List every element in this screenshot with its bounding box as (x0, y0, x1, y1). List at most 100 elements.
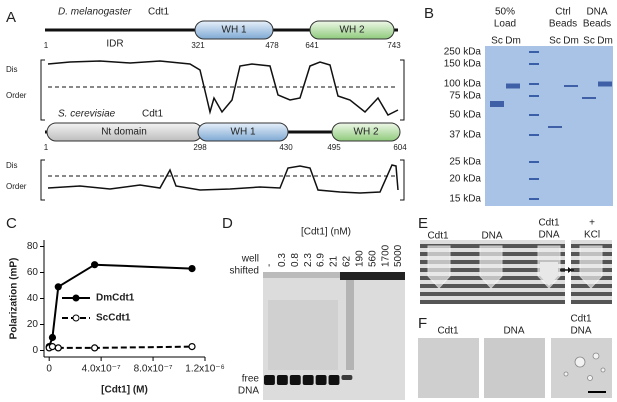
gel-title: [Cdt1] (nM) (301, 227, 351, 238)
series-line (48, 345, 193, 349)
group-label: DNA (586, 7, 607, 18)
panel-label: C (6, 215, 17, 232)
species: D. melanogaster (58, 7, 132, 18)
domain-label: WH 2 (340, 25, 365, 36)
x-tick-label: 0 (46, 364, 52, 375)
marker-label: 50 kDa (449, 110, 481, 121)
lane-label: Dm (563, 36, 579, 47)
lane-label: Dm (597, 36, 613, 47)
lane-label: 2.3 (303, 253, 314, 267)
lane-label: 0.8 (290, 253, 301, 267)
lane-label: 5000 (393, 244, 404, 267)
x-tick-label: 1.2x10⁻⁶ (185, 364, 224, 375)
image-label: DNA (570, 326, 591, 337)
position: 430 (279, 143, 293, 152)
position: 1 (44, 41, 49, 50)
lane-label: 21 (329, 255, 340, 267)
marker-label: 15 kDa (449, 194, 481, 205)
lane-label: - (264, 264, 275, 267)
position: 604 (393, 143, 407, 152)
x-tick-label: 8.0x10⁻⁷ (134, 364, 173, 375)
gel-label: well (241, 254, 259, 265)
marker-label: 20 kDa (449, 174, 481, 185)
tube-label: Cdt1 (427, 231, 449, 242)
lane-label: 190 (354, 250, 365, 267)
legend-label: ScCdt1 (96, 313, 131, 324)
data-point (188, 265, 196, 273)
domain-label: WH 2 (354, 127, 379, 138)
free-dna-band (341, 375, 353, 380)
axis-label: Dis (6, 161, 18, 170)
x-tick-label: 4.0x10⁻⁷ (82, 364, 121, 375)
panel-label: F (418, 315, 427, 332)
gel-label: free (242, 374, 260, 385)
protein-band (582, 97, 596, 99)
legend-marker (72, 314, 80, 322)
position: 641 (305, 41, 319, 50)
ladder-band (529, 178, 539, 180)
protein-band (490, 101, 504, 107)
micrograph (418, 338, 479, 398)
marker-label: 100 kDa (444, 79, 482, 90)
data-point (91, 261, 99, 269)
position: 743 (387, 41, 401, 50)
tube-label: Cdt1 (538, 218, 560, 229)
image-label: DNA (503, 326, 524, 337)
marker-label: 37 kDa (449, 130, 481, 141)
position: 478 (265, 41, 279, 50)
group-label: Ctrl (555, 7, 571, 18)
panel-e: E Cdt1 DNA Cdt1 DNA + KCl (418, 215, 612, 304)
panel-f: F Cdt1 DNA Cdt1 DNA (418, 314, 612, 398)
species: S. cerevisiae (58, 109, 116, 120)
data-point (48, 333, 57, 342)
group-label: Load (494, 19, 516, 30)
ladder-band (529, 95, 539, 97)
legend-label: DmCdt1 (96, 293, 135, 304)
marker-label: 150 kDa (444, 59, 482, 70)
region-label: IDR (106, 39, 123, 50)
axis-label: Order (6, 182, 27, 191)
free-dna-band (276, 375, 288, 385)
panel-label: B (424, 5, 434, 22)
axis-label: Order (6, 91, 27, 100)
domain-label: WH 1 (231, 127, 256, 138)
y-tick-label: 40 (27, 293, 39, 304)
domain-label: WH 1 (222, 25, 247, 36)
marker-label: 75 kDa (449, 91, 481, 102)
ladder-band (529, 114, 539, 116)
lane-label: Dm (505, 36, 521, 47)
position: 298 (193, 143, 207, 152)
free-dna-band (328, 375, 340, 385)
image-label: Cdt1 (437, 326, 459, 337)
ladder-band (529, 83, 539, 85)
marker-label: 250 kDa (444, 47, 482, 58)
panel-label: D (222, 215, 233, 232)
y-tick-label: 20 (27, 319, 39, 330)
lane-label: 6.9 (316, 253, 327, 267)
tube-label: + (589, 218, 595, 229)
ladder-band (529, 198, 539, 200)
protein: Cdt1 (142, 109, 164, 120)
y-axis-label: Polarization (mP) (9, 258, 20, 340)
free-dna-band (315, 375, 327, 385)
series-line (48, 263, 193, 347)
ladder-band (529, 51, 539, 53)
protein-band (564, 85, 578, 87)
lane-label: Sc (549, 36, 561, 47)
group-label: Beads (583, 19, 611, 30)
free-dna-band (289, 375, 301, 385)
image-label: Cdt1 (570, 314, 592, 325)
data-point (54, 344, 62, 352)
panel-label: E (418, 215, 428, 232)
y-tick-label: 0 (32, 345, 38, 356)
panel-c: C 0 20 40 60 80 0 4.0x10⁻⁷ 8.0x10⁻⁷ 1.2x10⁻⁶ [Cdt… (6, 215, 225, 396)
protein: Cdt1 (148, 7, 170, 18)
gel-label: DNA (238, 386, 259, 397)
marker-label: 25 kDa (449, 157, 481, 168)
ladder-band (529, 161, 539, 163)
group-label: Beads (549, 19, 577, 30)
lane-label: Sc (583, 36, 595, 47)
panel-d: D [Cdt1] (nM) well shifted free DNA -0.3… (222, 215, 405, 400)
